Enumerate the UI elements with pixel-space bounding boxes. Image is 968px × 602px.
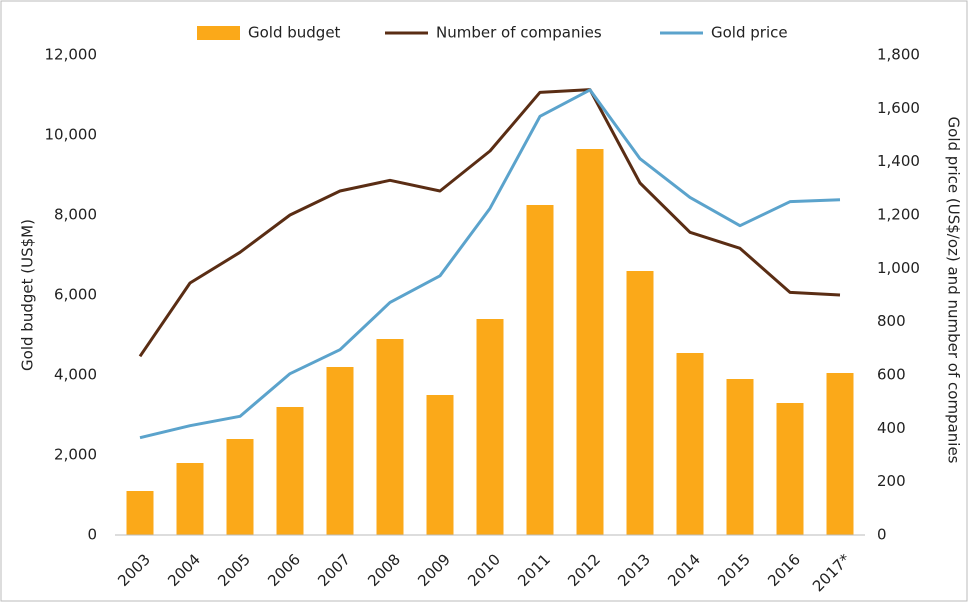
- bar: [826, 373, 854, 535]
- bar: [526, 205, 554, 535]
- legend-swatch: [197, 26, 240, 40]
- bar: [276, 407, 304, 535]
- legend-label: Gold budget: [248, 24, 341, 42]
- legend-label: Number of companies: [436, 24, 602, 42]
- yticks-label: 8,000: [54, 206, 97, 224]
- y2ticks-label: 1,400: [877, 152, 920, 170]
- y-axis-title: Gold budget (US$M): [19, 219, 37, 371]
- line: [138, 88, 841, 358]
- y2ticks-label: 0: [877, 526, 887, 544]
- legend-label: Gold price: [711, 24, 788, 42]
- y2ticks-label: 800: [877, 312, 906, 330]
- yticks-label: 6,000: [54, 286, 97, 304]
- yticks-label: 2,000: [54, 446, 97, 464]
- yticks-label: 12,000: [45, 46, 98, 64]
- yticks-label: 0: [87, 526, 97, 544]
- bar: [676, 353, 704, 535]
- bar: [176, 463, 204, 535]
- y2-axis-title: Gold price (US$/oz) and number of compan…: [945, 117, 963, 464]
- y2ticks-label: 1,800: [877, 46, 920, 64]
- bar: [776, 403, 804, 535]
- bar: [226, 439, 254, 535]
- bar: [626, 271, 654, 535]
- bar: [576, 149, 604, 535]
- yticks-label: 10,000: [45, 126, 98, 144]
- bar: [426, 395, 454, 535]
- bar: [476, 319, 504, 535]
- y2ticks-label: 1,600: [877, 99, 920, 117]
- yticks-label: 4,000: [54, 366, 97, 384]
- y2ticks-label: 1,200: [877, 206, 920, 224]
- bar: [376, 339, 404, 535]
- bar: [326, 367, 354, 535]
- line: [139, 88, 841, 440]
- bar: [126, 491, 154, 535]
- y2ticks-label: 400: [877, 419, 906, 437]
- y2ticks-label: 1,000: [877, 259, 920, 277]
- bar: [726, 379, 754, 535]
- y2ticks-label: 200: [877, 472, 906, 490]
- y2ticks-label: 600: [877, 366, 906, 384]
